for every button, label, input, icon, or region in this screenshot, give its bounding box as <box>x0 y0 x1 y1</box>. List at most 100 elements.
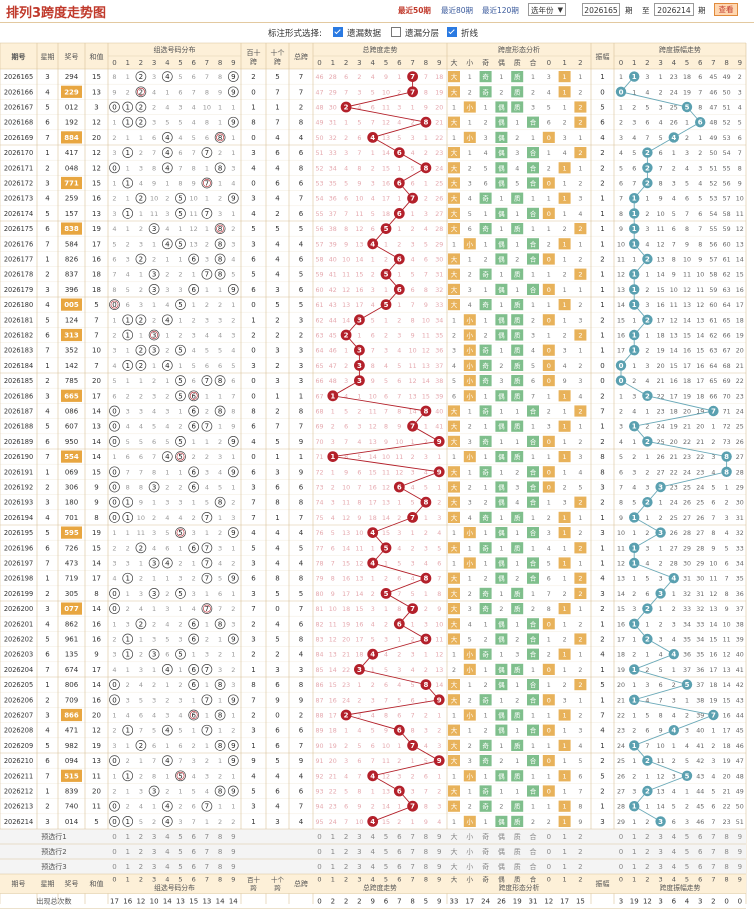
form-hit <box>574 633 587 645</box>
amp-ball-label: 2 <box>645 788 650 796</box>
prize-cell: 554 <box>64 453 79 461</box>
form-hit-label: 大 <box>451 543 458 552</box>
span-miss: 62 <box>315 317 323 324</box>
form-hit-label: 奇 <box>482 467 489 476</box>
dist-miss: 1 <box>231 712 235 720</box>
amp-miss: 40 <box>736 652 744 659</box>
option-polyline[interactable]: 折线 <box>447 27 478 39</box>
amp-miss: 16 <box>657 302 665 309</box>
amp-miss: 1 <box>645 621 649 628</box>
weekday-cell: 1 <box>45 256 49 264</box>
query-button[interactable]: 查看 <box>714 3 738 16</box>
form-hit-label: 质 <box>514 665 521 674</box>
dist-miss: 8 <box>112 286 116 294</box>
dist-miss: 1 <box>178 666 182 674</box>
issue-cell: 2026213 <box>4 803 33 811</box>
span-miss: 2 <box>397 241 401 248</box>
dist-ball-label: 3 <box>152 484 156 492</box>
dist-miss: 3 <box>205 651 209 659</box>
dist-miss: 2 <box>112 727 116 735</box>
dist-miss: 2 <box>126 681 130 689</box>
span-miss: 12 <box>382 485 390 492</box>
amp-ball <box>642 497 653 508</box>
span-miss: 1 <box>397 302 401 309</box>
amp-miss: 4 <box>685 743 689 750</box>
form-hit-label: 大 <box>451 574 458 583</box>
dist-miss: 3 <box>139 590 143 598</box>
form-miss: 1 <box>499 196 503 203</box>
form-hit-label: 0 <box>547 286 551 294</box>
preselect-form: 偶 <box>498 847 505 856</box>
prize-cell: 726 <box>65 544 79 552</box>
form-header: 小 <box>466 58 473 67</box>
span-miss: 13 <box>355 241 363 248</box>
dist-miss: 4 <box>165 301 169 309</box>
dist-ball-label: 0 <box>112 499 116 507</box>
col-header-issue: 期号 <box>12 52 26 61</box>
form-hit-label: 1 <box>563 73 567 81</box>
dist-miss: 5 <box>178 727 182 735</box>
amp-miss: 14 <box>670 348 678 355</box>
dist-miss: 7 <box>205 73 209 81</box>
span-miss: 30 <box>329 105 337 112</box>
dist-miss: 1 <box>165 256 169 264</box>
dist-ball <box>148 557 160 569</box>
form-hit <box>495 238 508 250</box>
table-row: 2026168 6 192 12 1 1 2 3 5 5 4 8 1 9 8 7 8 49 31 1 5 7 12 4 2 21 大… <box>0 114 746 128</box>
form-hit <box>558 557 571 569</box>
quick-link-50[interactable]: 最近50期 <box>398 6 431 15</box>
table-row: 2026170 1 417 12 3 1 2 7 4 6 7 7 2 1 3 6 6 51 33 3 7 1 14 4 2 23 大… <box>0 144 746 159</box>
quick-link-80[interactable]: 最近80期 <box>441 6 474 15</box>
dist-miss: 1 <box>152 362 156 370</box>
amp-miss: 7 <box>645 135 649 142</box>
checkbox-icon[interactable] <box>391 27 401 37</box>
quick-link-120[interactable]: 最近120期 <box>482 6 519 15</box>
dist-miss: 3 <box>152 529 156 537</box>
amp-ball <box>642 253 653 265</box>
form-hit-label: 1 <box>563 453 567 461</box>
span-miss: 33 <box>435 302 443 309</box>
form-miss: 1 <box>547 500 551 507</box>
amp-miss: 12 <box>617 561 625 568</box>
form-hit <box>463 451 476 463</box>
form-miss: 5 <box>468 211 472 218</box>
checkbox-icon[interactable] <box>447 27 457 37</box>
dist-ball-label: 5 <box>178 240 182 248</box>
from-issue-input[interactable]: 2026165 <box>582 3 620 16</box>
dist-ball <box>188 405 200 417</box>
option-missing-data[interactable]: 遗漏数据 <box>333 27 381 39</box>
span-miss: 5 <box>371 211 375 218</box>
form-miss: 1 <box>531 302 535 309</box>
amp-miss: 3 <box>711 758 715 765</box>
year-select[interactable]: 选年份 ▼ <box>528 3 566 16</box>
to-issue-input[interactable]: 2026214 <box>654 3 694 16</box>
form-miss: 4 <box>578 393 582 400</box>
hundred-ten-span: 0 <box>251 88 255 96</box>
span-miss: 14 <box>329 667 337 674</box>
dist-miss: 1 <box>218 119 222 127</box>
amp-miss: 12 <box>736 226 744 233</box>
prize-cell: 005 <box>64 301 79 309</box>
span-miss: 14 <box>382 515 390 522</box>
hundred-ten-span: 1 <box>251 316 255 324</box>
sum-cell: 16 <box>92 256 101 264</box>
span-miss: 1 <box>397 272 401 279</box>
dist-ball <box>201 420 213 432</box>
span-miss: 15 <box>382 165 390 172</box>
checkbox-icon[interactable] <box>333 27 343 37</box>
option-missing-layer[interactable]: 遗漏分层 <box>391 27 439 39</box>
amp-miss: 8 <box>672 257 676 264</box>
prize-cell: 771 <box>64 180 79 188</box>
form-hit <box>511 770 524 782</box>
span-ball-label: 2 <box>344 332 349 340</box>
amp-miss: 17 <box>683 363 691 370</box>
table-row: 2026210 6 094 13 0 2 1 7 4 7 3 2 1 9 9 5 9 91 20 3 6 7 11 2 1 5 大 3… <box>0 752 746 767</box>
dist-ball <box>201 572 213 584</box>
amp-miss: 2 <box>659 621 663 628</box>
stats-amp: 12 <box>643 898 652 906</box>
dist-miss: 1 <box>165 681 169 689</box>
form-miss: 1 <box>578 652 582 659</box>
option-label: 遗漏数据 <box>347 29 382 39</box>
dist-ball-label: 0 <box>112 468 116 476</box>
span-ball-label: 8 <box>423 681 428 689</box>
